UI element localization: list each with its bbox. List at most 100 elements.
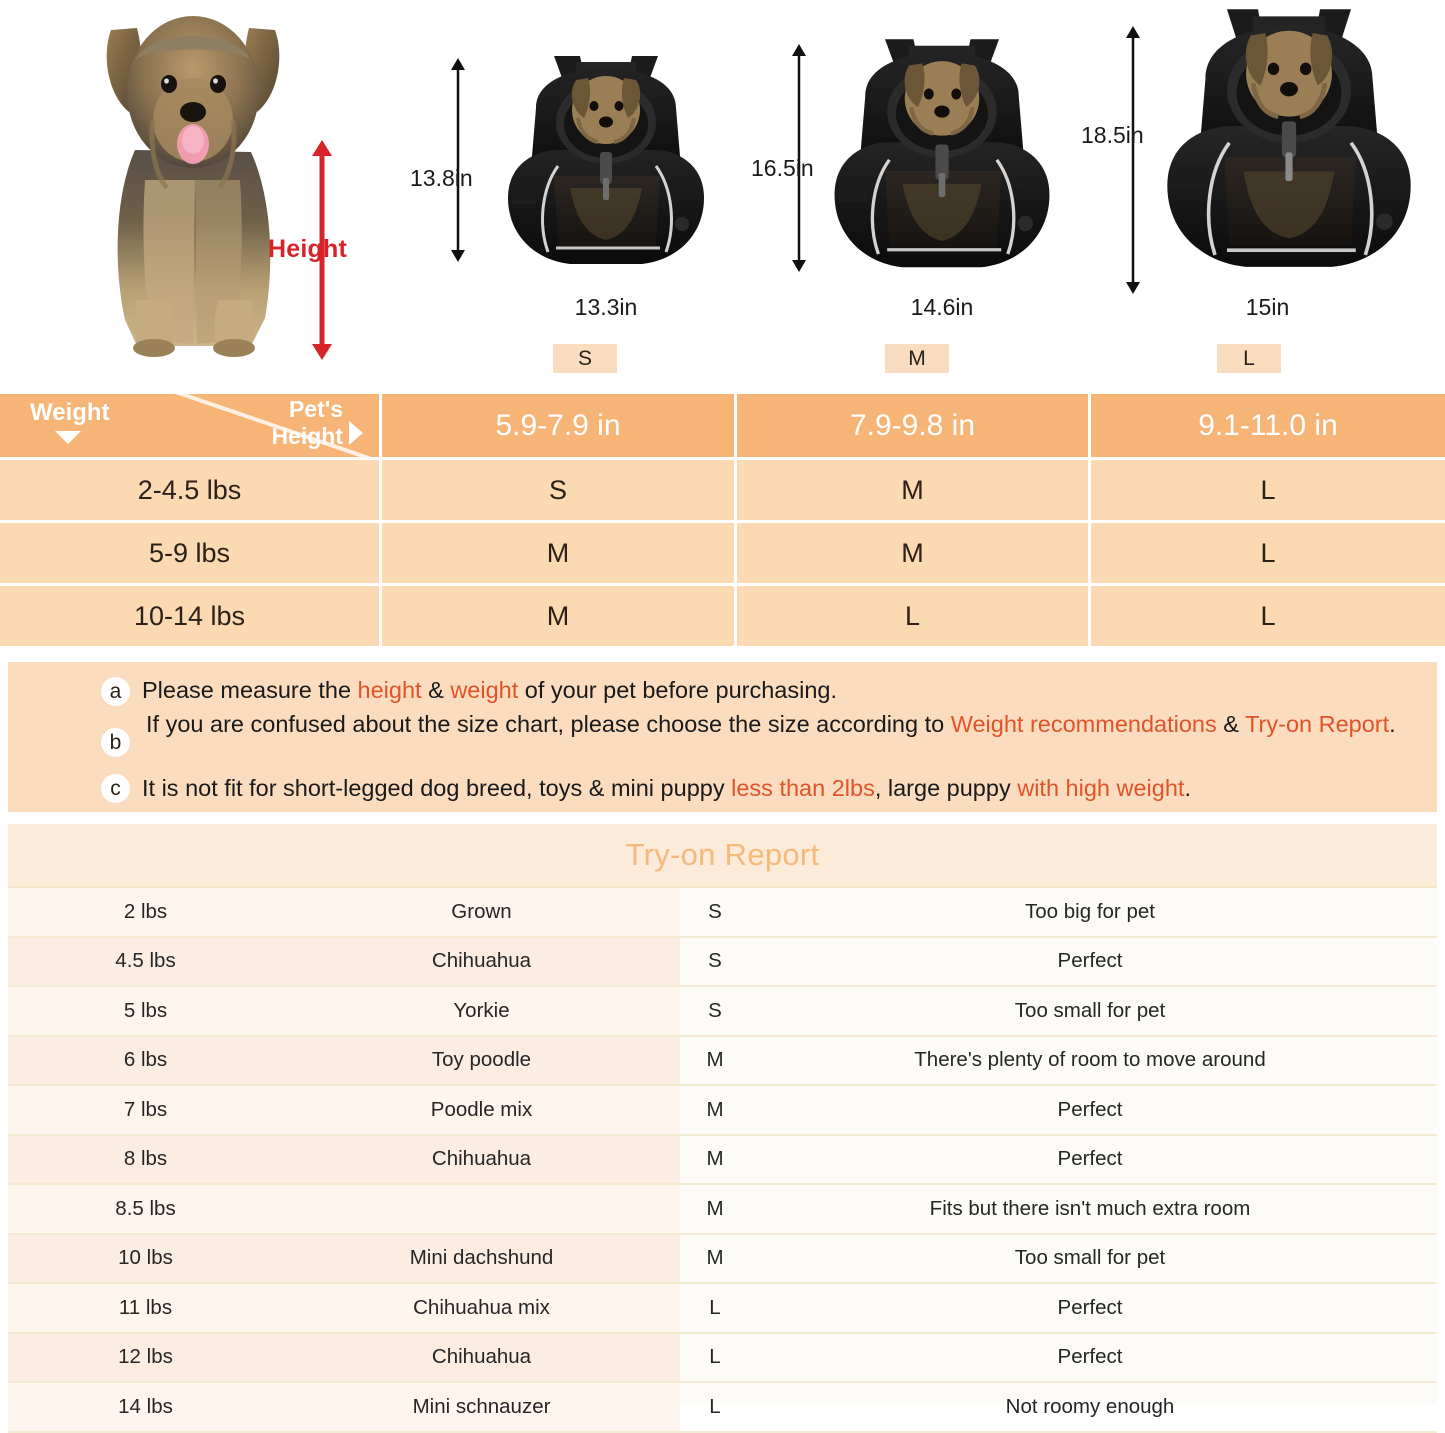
tryon-breed-cell: Chihuahua [431, 1147, 532, 1171]
note-plain-text: . [1184, 775, 1191, 801]
note-plain-text: , large puppy [874, 775, 1018, 801]
note-accent-text: height [357, 677, 422, 703]
note-accent-text: with high weight [1017, 775, 1185, 801]
tryon-report-row: 7 lbs Poodle mix M Perfect [8, 1086, 1437, 1136]
tryon-weight-cell: 6 lbs [123, 1048, 168, 1072]
note-text-c: It is not fit for short-legged dog breed… [142, 772, 1422, 804]
tryon-weight-cell: 5 lbs [123, 998, 168, 1022]
size-chart-cell: M [382, 586, 737, 649]
tryon-size-cell: S [708, 949, 722, 973]
tryon-comment-cell: Perfect [1057, 1345, 1123, 1369]
row-tint [8, 1135, 680, 1183]
height-arrow-icon [300, 140, 344, 360]
note-accent-text: Try-on Report [1245, 711, 1390, 737]
note-accent-text: weight [450, 677, 519, 703]
product-panel-large: 18.5in 15in L [1081, 0, 1435, 380]
tryon-report-title: Try-on Report [625, 837, 820, 872]
note-accent-text: Weight recommendations [950, 711, 1217, 737]
note-text-b: If you are confused about the size chart… [146, 708, 1418, 740]
weight-axis-label: Weight [30, 399, 110, 426]
tryon-weight-cell: 2 lbs [123, 899, 168, 923]
tryon-report-row: 11 lbs Chihuahua mix L Perfect [8, 1284, 1437, 1334]
size-chart-row: 10-14 lbs M L L [0, 586, 1445, 649]
weight-down-triangle-icon [55, 431, 81, 444]
tryon-breed-cell: Yorkie [453, 998, 510, 1022]
hero-section: Height [0, 0, 1445, 380]
size-chart-weight-label: 2-4.5 lbs [0, 460, 382, 523]
row-tint [8, 1333, 680, 1381]
note-badge-a: a [101, 677, 130, 706]
size-chart-cell: L [1091, 460, 1445, 523]
tryon-weight-cell: 8.5 lbs [115, 1196, 176, 1220]
size-chart-corner-cell: Weight Pet's Height [0, 394, 382, 460]
note-badge-b: b [101, 728, 130, 757]
tryon-weight-cell: 7 lbs [123, 1097, 168, 1121]
corner-diagonal-line [175, 394, 372, 457]
tryon-size-cell: M [706, 1147, 724, 1171]
size-chart-header-row: Weight Pet's Height 5.9-7.9 in 7.9-9.8 i… [0, 394, 1445, 460]
tryon-weight-cell: 10 lbs [118, 1246, 173, 1270]
size-badge-small: S [553, 344, 617, 373]
pet-height-axis-label: Pet's Height [271, 396, 343, 450]
pet-height-right-triangle-icon [349, 421, 363, 445]
tryon-report-row: 4.5 lbs Chihuahua S Perfect [8, 937, 1437, 987]
product-panel-medium: 16.5in 14.6in M [751, 0, 1105, 380]
size-chart-col-header-2: 7.9-9.8 in [737, 394, 1091, 460]
tryon-weight-cell: 8 lbs [123, 1147, 168, 1171]
tryon-comment-cell: There's plenty of room to move around [914, 1048, 1266, 1072]
tryon-breed-cell: Chihuahua [431, 1345, 532, 1369]
size-chart-table: Weight Pet's Height 5.9-7.9 in 7.9-9.8 i… [0, 394, 1445, 654]
tryon-report-row: 12 lbs Chihuahua L Perfect [8, 1333, 1437, 1383]
tryon-report-row: 2 lbs Grown S Too big for pet [8, 888, 1437, 938]
tryon-weight-cell: 14 lbs [118, 1394, 173, 1418]
height-dimension-arrow-medium [792, 44, 806, 272]
tryon-breed-cell: Chihuahua [431, 949, 532, 973]
height-dimension-label-medium: 16.5in [751, 155, 814, 181]
tryon-report-row: 8.5 lbs M Fits but there isn't much extra … [8, 1185, 1437, 1235]
note-plain-text: Please measure the [142, 677, 358, 703]
row-tint [8, 1185, 680, 1233]
tryon-report-row: 8 lbs Chihuahua M Perfect [8, 1135, 1437, 1185]
note-accent-text: less than 2lbs [731, 775, 875, 801]
tryon-comment-cell: Fits but there isn't much extra room [929, 1196, 1251, 1220]
tryon-weight-cell: 11 lbs [118, 1295, 173, 1319]
size-chart-col-header-3: 9.1-11.0 in [1091, 394, 1445, 460]
tryon-breed-cell: Poodle mix [430, 1097, 533, 1121]
tryon-breed-cell: Chihuahua mix [413, 1295, 550, 1319]
size-chart-cell: L [737, 586, 1091, 649]
tryon-weight-cell: 4.5 lbs [115, 949, 176, 973]
tryon-report-row: 10 lbs Mini dachshund M Too small for pet [8, 1234, 1437, 1284]
note-plain-text: & [421, 677, 451, 703]
tryon-size-cell: L [709, 1345, 721, 1369]
tryon-comment-cell: Too small for pet [1014, 1246, 1166, 1270]
size-chart-row: 2-4.5 lbs S M L [0, 460, 1445, 523]
pet-height-line1: Pet's [288, 396, 343, 422]
size-chart-cell: M [737, 460, 1091, 523]
tryon-comment-cell: Perfect [1057, 1147, 1123, 1171]
size-chart-cell: M [737, 523, 1091, 586]
tryon-comment-cell: Not roomy enough [1005, 1394, 1175, 1418]
tryon-report-header: Try-on Report [8, 824, 1437, 888]
width-dimension-label-small: 13.3in [492, 294, 720, 321]
backpack-illustration-small [508, 56, 704, 264]
tryon-breed-cell: Mini schnauzer [412, 1394, 551, 1418]
size-chart-row: 5-9 lbs M M L [0, 523, 1445, 586]
tryon-size-cell: L [709, 1295, 721, 1319]
size-chart-cell: L [1091, 523, 1445, 586]
note-plain-text: of your pet before purchasing. [518, 677, 838, 703]
row-tint [8, 1234, 680, 1282]
tryon-report-row: 6 lbs Toy poodle M There's plenty of room t… [8, 1036, 1437, 1086]
product-panel-small: 13.8in 13.3in S [410, 0, 770, 380]
size-chart-cell: M [382, 523, 737, 586]
tryon-comment-cell: Too small for pet [1014, 998, 1166, 1022]
tryon-report-section: Try-on Report 2 lbs Grown S Too big for pet… [8, 824, 1437, 1433]
size-chart-cell: L [1091, 586, 1445, 649]
size-chart-weight-label: 10-14 lbs [0, 586, 382, 649]
row-tint [8, 937, 680, 985]
note-plain-text: & [1216, 711, 1246, 737]
tryon-breed-cell: Toy poodle [431, 1048, 532, 1072]
notes-panel: a Please measure the height & weight of … [8, 662, 1437, 812]
height-dimension-arrow-large [1126, 26, 1140, 294]
row-tint [8, 987, 680, 1035]
